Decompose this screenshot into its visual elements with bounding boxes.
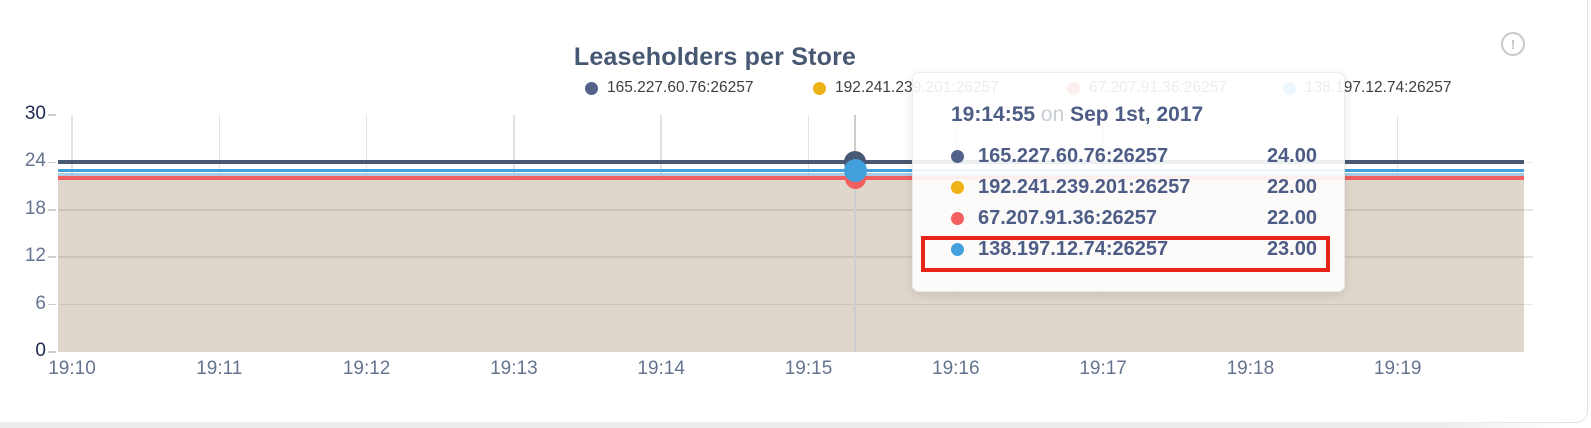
x-axis-label: 19:19: [1373, 358, 1422, 379]
x-axis-label: 19:15: [784, 358, 833, 379]
tooltip-series-name: 138.197.12.74:26257: [978, 238, 1169, 260]
legend-series-dot-icon: [813, 81, 826, 95]
y-gridline: [58, 256, 1533, 258]
series-line: [58, 160, 1524, 165]
x-axis-label: 19:18: [1226, 358, 1275, 379]
tooltip-series-dot-icon: [951, 243, 964, 256]
tooltip-row: 192.241.239.201:26257 22.00: [951, 172, 1317, 203]
tooltip-series-name: 192.241.239.201:26257: [978, 176, 1191, 198]
y-axis-label: 12: [24, 245, 46, 267]
tooltip-series-dot-icon: [951, 181, 964, 194]
series-line-echo: [58, 172, 1524, 176]
tooltip-date: Sep 1st, 2017: [1070, 103, 1204, 126]
x-axis-label: 19:10: [48, 358, 96, 379]
tooltip-header: 19:14:55 on Sep 1st, 2017: [951, 101, 1317, 129]
y-axis-tick: [48, 114, 56, 116]
tooltip-series-value: 22.00: [1266, 207, 1317, 229]
tooltip-rows: 165.227.60.76:26257 24.00 192.241.239.201:…: [951, 141, 1317, 265]
series-line: [58, 168, 1524, 173]
info-icon-glyph: !: [1510, 36, 1516, 52]
tooltip-series-value: 24.00: [1266, 145, 1317, 167]
page-background-strip: [0, 422, 1565, 428]
info-icon[interactable]: !: [1501, 32, 1525, 56]
tooltip-series-name: 67.207.91.36:26257: [978, 207, 1158, 229]
legend-item[interactable]: 165.227.60.76:26257: [585, 79, 754, 97]
legend-item[interactable]: 192.241.239.201:26257: [813, 79, 999, 97]
y-axis-tick: [48, 161, 56, 164]
tooltip-row: 67.207.91.36:26257 22.00: [951, 203, 1317, 234]
tooltip-time: 19:14:55: [951, 103, 1036, 126]
y-axis-tick: [48, 256, 56, 258]
tooltip-series-dot-icon: [951, 212, 964, 225]
y-axis-tick: [48, 209, 56, 211]
tooltip-on-word: on: [1040, 103, 1065, 126]
y-axis-label: 0: [35, 340, 46, 361]
hover-crosshair: [854, 115, 856, 352]
tooltip-series-name: 165.227.60.76:26257: [978, 145, 1169, 167]
y-axis-tick: [48, 303, 56, 306]
legend-series-dot-icon: [585, 81, 598, 95]
hover-point-dot: [843, 158, 867, 182]
tooltip-series-value: 23.00: [1266, 238, 1317, 260]
tooltip-series-dot-icon: [951, 150, 964, 163]
x-axis-label: 19:14: [637, 358, 685, 379]
x-axis-label: 19:13: [490, 358, 538, 379]
x-axis-label: 19:16: [932, 358, 980, 379]
y-axis-tick: [48, 351, 56, 353]
y-gridline: [58, 303, 1533, 306]
hover-tooltip: 19:14:55 on Sep 1st, 2017 165.227.60.76:…: [912, 72, 1345, 292]
x-axis-label: 19:12: [342, 358, 391, 379]
y-axis-label: 18: [24, 197, 46, 219]
y-axis-label: 30: [24, 103, 46, 124]
y-gridline: [58, 209, 1533, 211]
y-axis-label: 6: [35, 292, 46, 314]
series-line: [58, 176, 1524, 180]
chart-title: Leaseholders per Store: [573, 42, 857, 71]
tooltip-series-value: 22.00: [1266, 176, 1317, 198]
x-axis-label: 19:11: [196, 358, 243, 379]
x-axis-label: 19:17: [1079, 358, 1127, 379]
tooltip-row: 165.227.60.76:26257 24.00: [951, 141, 1317, 172]
tooltip-row: 138.197.12.74:26257 23.00: [951, 234, 1317, 265]
y-axis-label: 24: [24, 150, 46, 172]
